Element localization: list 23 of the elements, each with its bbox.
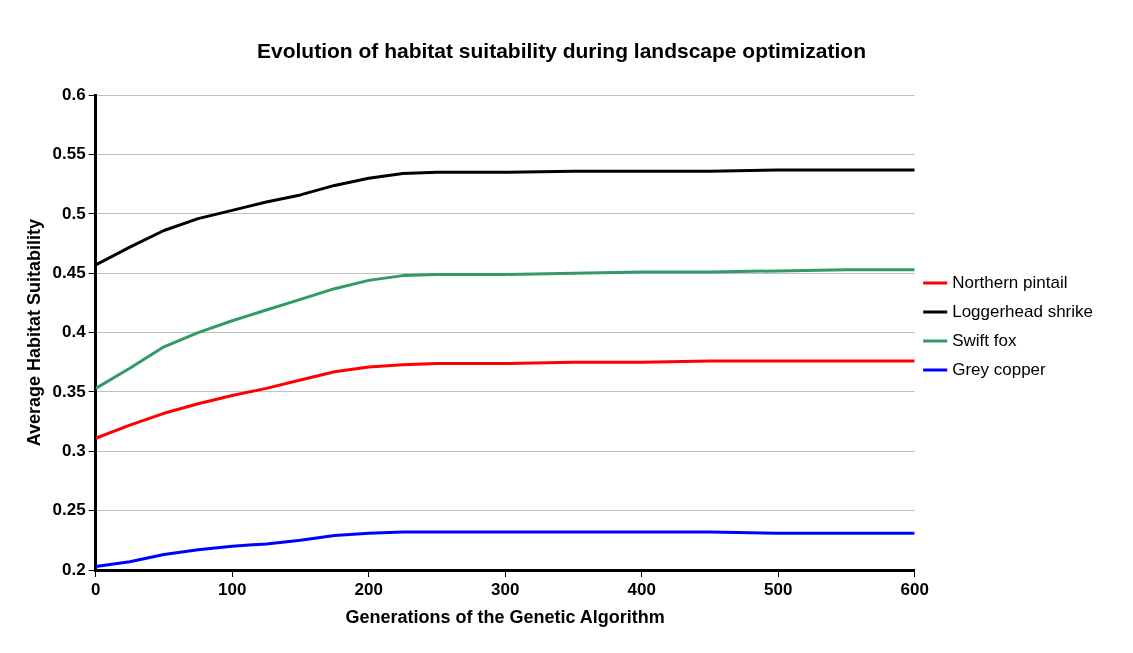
y-tick-label: 0.55 <box>52 144 86 164</box>
x-tick-label: 500 <box>763 579 793 599</box>
x-tick-label: 600 <box>900 579 929 599</box>
x-tick-label: 200 <box>354 579 383 599</box>
x-tick-label: 300 <box>490 579 520 599</box>
x-axis-title: Generations of the Genetic Algorithm <box>345 607 665 628</box>
y-tick-label: 0.35 <box>52 381 86 401</box>
x-tick-label: 400 <box>627 579 656 599</box>
legend-label: Loggerhead shrike <box>952 301 1094 321</box>
y-tick-label: 0.5 <box>62 203 86 223</box>
y-tick-label: 0.25 <box>52 500 86 520</box>
y-tick-label: 0.6 <box>62 84 86 104</box>
y-tick-label: 0.45 <box>52 262 86 282</box>
legend-label: Northern pintail <box>952 272 1068 292</box>
y-axis-title: Average Habitat Suitability <box>23 218 44 447</box>
y-tick-label: 0.4 <box>62 322 87 342</box>
x-tick-label: 100 <box>218 579 247 599</box>
y-tick-label: 0.2 <box>62 559 86 579</box>
x-tick-label: 0 <box>90 579 101 599</box>
legend-label: Grey copper <box>952 359 1047 379</box>
y-tick-label: 0.3 <box>62 440 86 460</box>
chart-title: Evolution of habitat suitability during landscape optimization <box>256 39 867 63</box>
legend-label: Swift fox <box>952 330 1017 350</box>
